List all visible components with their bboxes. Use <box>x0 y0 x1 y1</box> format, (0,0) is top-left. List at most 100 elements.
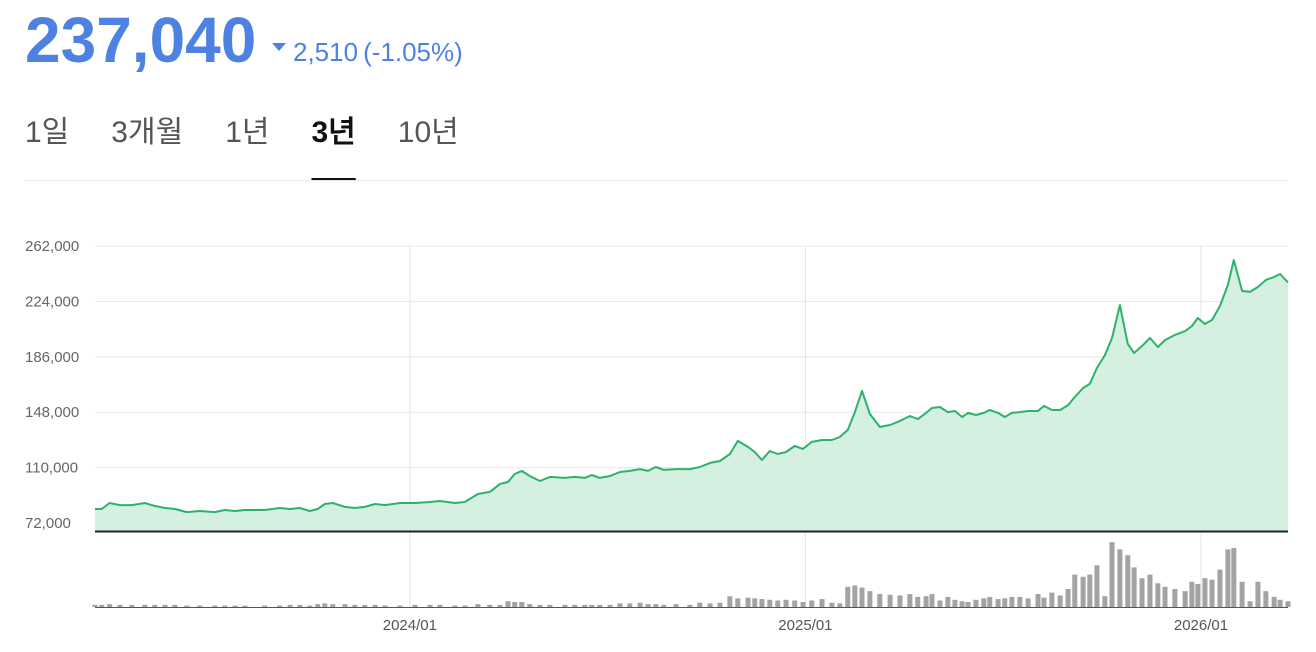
volume-bar <box>287 604 293 607</box>
volume-bar <box>877 594 883 607</box>
volume-bar <box>915 596 921 607</box>
volume-bar <box>562 604 568 607</box>
volume-bar <box>627 603 633 607</box>
volume-bar <box>1285 601 1291 607</box>
y-tick-label: 148,000 <box>25 404 79 421</box>
volume-bar <box>497 604 503 607</box>
period-tab[interactable]: 1일 <box>25 116 69 149</box>
volume-bar <box>1041 597 1047 607</box>
volume-bar <box>342 604 348 607</box>
volume-bar <box>277 605 283 607</box>
period-tab[interactable]: 10년 <box>398 116 459 149</box>
volume-bar <box>1209 579 1215 607</box>
volume-bar <box>142 604 148 607</box>
volume-bar <box>475 604 481 607</box>
price-change-rate: (-1.05%) <box>363 37 463 67</box>
volume-bar <box>852 585 858 607</box>
volume-bar <box>809 600 815 607</box>
volume-bar <box>767 599 773 607</box>
volume-bar <box>697 602 703 607</box>
volume-bar <box>1239 581 1245 607</box>
volume-bar <box>687 604 693 607</box>
volume-bar <box>661 604 667 607</box>
volume-bar <box>1217 569 1223 607</box>
volume-bar <box>1109 542 1115 607</box>
volume-bar <box>819 599 825 607</box>
volume-bar <box>487 604 493 607</box>
volume-bar <box>372 604 378 607</box>
volume-bar <box>673 604 679 607</box>
volume-bar <box>222 605 228 607</box>
volume-bar <box>1002 598 1008 607</box>
price-line <box>95 259 1289 514</box>
volume-bar <box>1017 596 1023 607</box>
volume-bar <box>1225 549 1231 607</box>
volume-bar <box>519 601 525 607</box>
volume-bar <box>297 604 303 607</box>
volume-bar <box>945 596 951 607</box>
period-tab[interactable]: 1년 <box>225 116 269 149</box>
volume-bar <box>981 598 987 607</box>
volume-bar <box>262 605 268 607</box>
price: 237,040 <box>25 4 256 76</box>
volume-bar <box>107 604 113 607</box>
volume-bar <box>330 604 336 607</box>
volume-bar <box>322 603 328 607</box>
volume-bar <box>152 604 158 607</box>
volume-bar <box>232 605 238 607</box>
volume-bar <box>887 594 893 607</box>
volume-bar <box>589 604 595 607</box>
volume-bar <box>1271 596 1277 607</box>
volume-bar <box>965 601 971 607</box>
volume-bar <box>707 603 713 607</box>
volume-bar <box>1025 598 1031 607</box>
volume-bar <box>897 595 903 607</box>
price-change: 2,510 <box>293 37 358 67</box>
volume-bar <box>412 604 418 607</box>
volume-bar <box>727 596 733 607</box>
volume-bar <box>1172 589 1178 607</box>
volume-bar <box>745 597 751 607</box>
volume-bar <box>537 604 543 607</box>
volume-bar <box>437 604 443 607</box>
period-tab[interactable]: 3년 <box>311 116 355 149</box>
volume-bar <box>1147 574 1153 607</box>
volume-bar <box>1162 586 1168 607</box>
volume-bar <box>382 605 388 607</box>
volume-bar <box>1125 555 1131 607</box>
volume-bar <box>752 598 758 607</box>
y-tick-label: 186,000 <box>25 349 79 366</box>
volume-bar <box>242 605 248 607</box>
volume-bar <box>1231 547 1237 607</box>
volume-bar <box>987 596 993 607</box>
volume-bar <box>1155 583 1161 607</box>
volume-bar <box>1202 578 1208 607</box>
period-tab[interactable]: 3개월 <box>111 116 183 149</box>
volume-bar <box>197 605 203 607</box>
volume-bar <box>117 604 123 607</box>
volume-bar <box>735 598 741 607</box>
volume-bar <box>845 586 851 607</box>
volume-bar <box>959 601 965 607</box>
volume-bar <box>1072 574 1078 607</box>
volume-bar <box>1263 591 1269 607</box>
volume-bar <box>653 604 659 607</box>
volume-bar <box>775 600 781 607</box>
volume-bar <box>129 604 135 607</box>
volume-bar <box>1247 601 1253 607</box>
volume-bar <box>427 604 433 607</box>
volume-bar <box>597 604 603 607</box>
volume-bar <box>607 604 613 607</box>
y-tick-label: 262,000 <box>25 238 79 255</box>
volume-bar <box>952 599 958 607</box>
volume-bar <box>1094 565 1100 607</box>
volume-bar <box>1065 589 1071 607</box>
volume-bar <box>1139 578 1145 607</box>
volume-bar <box>867 591 873 607</box>
volume-bar <box>973 599 979 607</box>
volume-bar <box>1102 596 1108 607</box>
volume-bar <box>212 605 218 607</box>
x-tick-label: 2025/01 <box>778 617 832 634</box>
volume-bar <box>99 604 105 607</box>
